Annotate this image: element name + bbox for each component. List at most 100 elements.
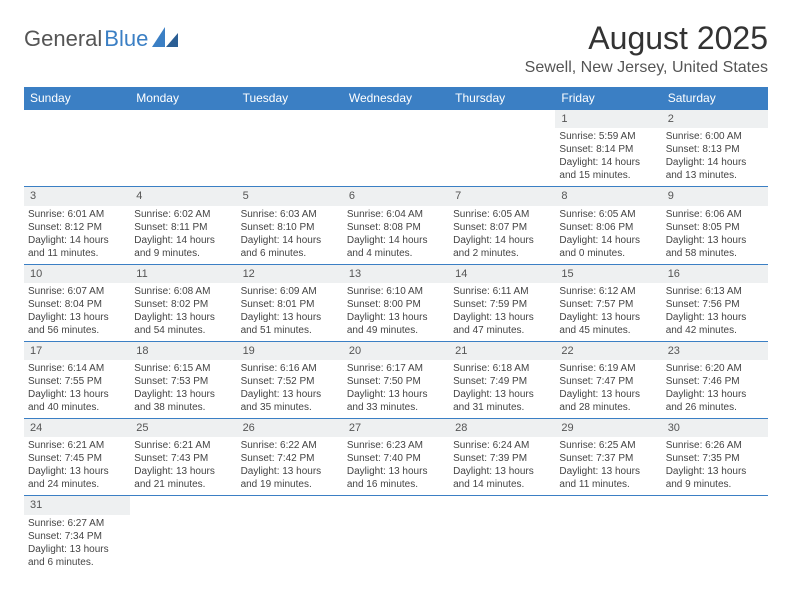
day-info-cell: Sunrise: 6:19 AMSunset: 7:47 PMDaylight:… [555, 360, 661, 419]
day-info-cell: Sunrise: 6:15 AMSunset: 7:53 PMDaylight:… [130, 360, 236, 419]
sunset-text: Sunset: 7:49 PM [453, 375, 551, 388]
day-info-cell: Sunrise: 6:09 AMSunset: 8:01 PMDaylight:… [237, 283, 343, 342]
sunrise-text: Sunrise: 6:05 AM [453, 208, 551, 221]
daylight-text: Daylight: 13 hours and 38 minutes. [134, 388, 232, 414]
day-header-row: SundayMondayTuesdayWednesdayThursdayFrid… [24, 87, 768, 110]
day-info-cell: Sunrise: 6:18 AMSunset: 7:49 PMDaylight:… [449, 360, 555, 419]
daylight-text: Daylight: 14 hours and 13 minutes. [666, 156, 764, 182]
sunset-text: Sunset: 7:42 PM [241, 452, 339, 465]
sunset-text: Sunset: 8:12 PM [28, 221, 126, 234]
daylight-text: Daylight: 13 hours and 35 minutes. [241, 388, 339, 414]
sunrise-text: Sunrise: 6:16 AM [241, 362, 339, 375]
day-info-cell [237, 515, 343, 573]
day-number-cell [343, 496, 449, 515]
sunrise-text: Sunrise: 5:59 AM [559, 130, 657, 143]
sunset-text: Sunset: 7:43 PM [134, 452, 232, 465]
day-number-cell: 19 [237, 341, 343, 360]
daylight-text: Daylight: 13 hours and 45 minutes. [559, 311, 657, 337]
sunrise-text: Sunrise: 6:22 AM [241, 439, 339, 452]
sunset-text: Sunset: 7:59 PM [453, 298, 551, 311]
day-info-cell: Sunrise: 6:16 AMSunset: 7:52 PMDaylight:… [237, 360, 343, 419]
sunset-text: Sunset: 7:47 PM [559, 375, 657, 388]
day-number-cell: 13 [343, 264, 449, 283]
day-number-cell: 7 [449, 187, 555, 206]
day-number-cell: 22 [555, 341, 661, 360]
sunrise-text: Sunrise: 6:10 AM [347, 285, 445, 298]
day-number-cell: 28 [449, 419, 555, 438]
sunset-text: Sunset: 7:52 PM [241, 375, 339, 388]
day-info-cell [449, 515, 555, 573]
sunset-text: Sunset: 7:39 PM [453, 452, 551, 465]
daylight-text: Daylight: 14 hours and 4 minutes. [347, 234, 445, 260]
day-info-cell: Sunrise: 6:23 AMSunset: 7:40 PMDaylight:… [343, 437, 449, 496]
day-info-cell [237, 128, 343, 187]
sunrise-text: Sunrise: 6:04 AM [347, 208, 445, 221]
daylight-text: Daylight: 14 hours and 0 minutes. [559, 234, 657, 260]
sunrise-text: Sunrise: 6:06 AM [666, 208, 764, 221]
info-row: Sunrise: 6:01 AMSunset: 8:12 PM Daylight:… [24, 206, 768, 265]
sunrise-text: Sunrise: 6:24 AM [453, 439, 551, 452]
day-info-cell: Sunrise: 6:20 AMSunset: 7:46 PMDaylight:… [662, 360, 768, 419]
day-info-cell: Sunrise: 6:07 AMSunset: 8:04 PMDaylight:… [24, 283, 130, 342]
day-info-cell: Sunrise: 6:13 AMSunset: 7:56 PMDaylight:… [662, 283, 768, 342]
sunrise-text: Sunrise: 6:13 AM [666, 285, 764, 298]
day-info-cell: Sunrise: 6:04 AMSunset: 8:08 PMDaylight:… [343, 206, 449, 265]
day-number-cell: 20 [343, 341, 449, 360]
sunrise-text: Sunrise: 6:23 AM [347, 439, 445, 452]
sail-icon [152, 27, 178, 52]
daylight-text: Daylight: 13 hours and 14 minutes. [453, 465, 551, 491]
day-info-cell: Sunrise: 6:25 AMSunset: 7:37 PMDaylight:… [555, 437, 661, 496]
sunset-text: Sunset: 8:04 PM [28, 298, 126, 311]
sunrise-text: Sunrise: 6:26 AM [666, 439, 764, 452]
day-number-cell: 14 [449, 264, 555, 283]
daylight-text: Daylight: 13 hours and 49 minutes. [347, 311, 445, 337]
day-number-cell: 16 [662, 264, 768, 283]
day-number-cell: 17 [24, 341, 130, 360]
sunrise-text: Sunrise: 6:02 AM [134, 208, 232, 221]
sunrise-text: Sunrise: 6:01 AM [28, 208, 126, 221]
sunset-text: Sunset: 7:56 PM [666, 298, 764, 311]
day-info-cell [662, 515, 768, 573]
day-info-cell: Sunrise: 6:21 AMSunset: 7:45 PMDaylight:… [24, 437, 130, 496]
day-header: Wednesday [343, 87, 449, 110]
daylight-text: Daylight: 13 hours and 51 minutes. [241, 311, 339, 337]
sunrise-text: Sunrise: 6:25 AM [559, 439, 657, 452]
info-row: Sunrise: 6:27 AMSunset: 7:34 PMDaylight:… [24, 515, 768, 573]
day-info-cell [130, 515, 236, 573]
day-number-cell [237, 110, 343, 129]
daylight-text: Daylight: 13 hours and 58 minutes. [666, 234, 764, 260]
day-info-cell [343, 128, 449, 187]
sunset-text: Sunset: 8:06 PM [559, 221, 657, 234]
sunrise-text: Sunrise: 6:00 AM [666, 130, 764, 143]
sunrise-text: Sunrise: 6:05 AM [559, 208, 657, 221]
daylight-text: Daylight: 13 hours and 9 minutes. [666, 465, 764, 491]
sunrise-text: Sunrise: 6:15 AM [134, 362, 232, 375]
sunrise-text: Sunrise: 6:08 AM [134, 285, 232, 298]
day-info-cell: Sunrise: 6:08 AMSunset: 8:02 PMDaylight:… [130, 283, 236, 342]
day-header: Sunday [24, 87, 130, 110]
day-info-cell: Sunrise: 6:05 AMSunset: 8:06 PMDaylight:… [555, 206, 661, 265]
sunset-text: Sunset: 7:45 PM [28, 452, 126, 465]
day-info-cell: Sunrise: 6:11 AMSunset: 7:59 PMDaylight:… [449, 283, 555, 342]
sunrise-text: Sunrise: 6:27 AM [28, 517, 126, 530]
day-number-cell [237, 496, 343, 515]
day-header: Saturday [662, 87, 768, 110]
day-info-cell [555, 515, 661, 573]
day-number-cell [449, 110, 555, 129]
day-number-cell: 9 [662, 187, 768, 206]
day-info-cell: Sunrise: 6:26 AMSunset: 7:35 PMDaylight:… [662, 437, 768, 496]
logo-text-blue: Blue [104, 26, 148, 52]
sunset-text: Sunset: 8:02 PM [134, 298, 232, 311]
sunset-text: Sunset: 7:53 PM [134, 375, 232, 388]
day-info-cell: Sunrise: 6:03 AMSunset: 8:10 PMDaylight:… [237, 206, 343, 265]
sunrise-text: Sunrise: 6:07 AM [28, 285, 126, 298]
day-number-cell: 24 [24, 419, 130, 438]
title-block: August 2025 Sewell, New Jersey, United S… [525, 20, 768, 77]
day-info-cell: Sunrise: 6:06 AMSunset: 8:05 PMDaylight:… [662, 206, 768, 265]
day-number-cell [662, 496, 768, 515]
sunset-text: Sunset: 7:34 PM [28, 530, 126, 543]
day-number-cell: 26 [237, 419, 343, 438]
sunrise-text: Sunrise: 6:09 AM [241, 285, 339, 298]
month-title: August 2025 [525, 20, 768, 57]
day-header: Thursday [449, 87, 555, 110]
